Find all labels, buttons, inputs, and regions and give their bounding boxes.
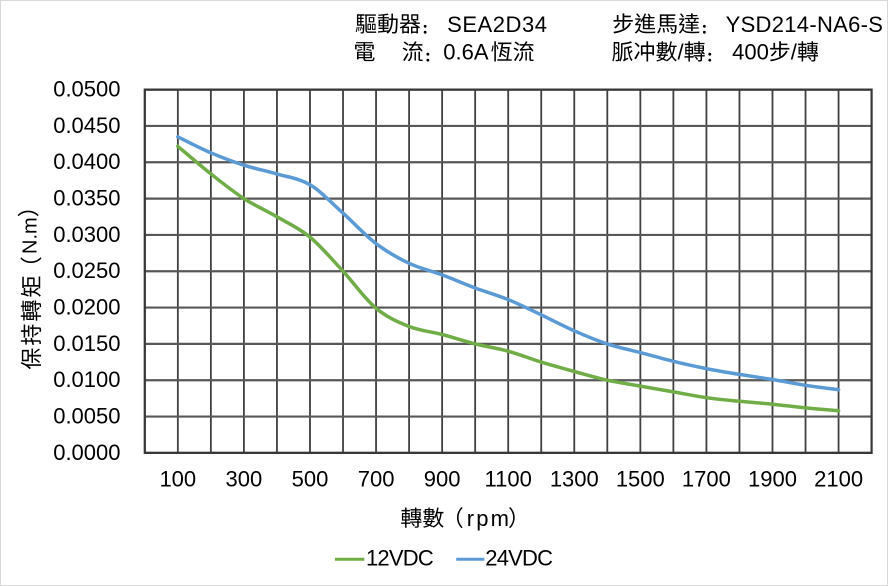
svg-text:rpm: rpm <box>467 506 512 531</box>
svg-text:300: 300 <box>226 467 263 492</box>
svg-text:1300: 1300 <box>550 467 599 492</box>
svg-text:0.0050: 0.0050 <box>53 404 120 429</box>
svg-text:0.0200: 0.0200 <box>53 295 120 320</box>
svg-text:N.m: N.m <box>20 217 42 254</box>
svg-text:100: 100 <box>159 467 196 492</box>
svg-text:SEA2D34: SEA2D34 <box>447 12 547 37</box>
svg-text:0.0150: 0.0150 <box>53 331 120 356</box>
svg-text:2100: 2100 <box>814 467 863 492</box>
svg-text:0.0000: 0.0000 <box>53 440 120 465</box>
svg-text:1900: 1900 <box>748 467 797 492</box>
svg-text:/: / <box>791 40 798 65</box>
svg-text:1100: 1100 <box>485 467 532 492</box>
svg-text:900: 900 <box>424 467 461 492</box>
svg-text:1500: 1500 <box>616 467 665 492</box>
svg-text:0.0500: 0.0500 <box>53 77 120 102</box>
svg-text:0.6A: 0.6A <box>443 40 489 65</box>
svg-text:0.0100: 0.0100 <box>53 367 120 392</box>
svg-text:24VDC: 24VDC <box>485 546 553 571</box>
svg-text:0.0400: 0.0400 <box>53 149 120 174</box>
svg-text:1700: 1700 <box>682 467 731 492</box>
svg-text:0.0350: 0.0350 <box>53 186 120 211</box>
svg-text:0.0450: 0.0450 <box>53 113 120 138</box>
svg-text:12VDC: 12VDC <box>366 546 434 571</box>
svg-text:YSD214-NA6-S: YSD214-NA6-S <box>726 12 884 37</box>
svg-text:400: 400 <box>732 40 769 65</box>
svg-text:/: / <box>678 40 685 65</box>
svg-text:700: 700 <box>358 467 395 492</box>
svg-text:0.0300: 0.0300 <box>53 222 120 247</box>
svg-text:500: 500 <box>292 467 329 492</box>
svg-text:0.0250: 0.0250 <box>53 258 120 283</box>
